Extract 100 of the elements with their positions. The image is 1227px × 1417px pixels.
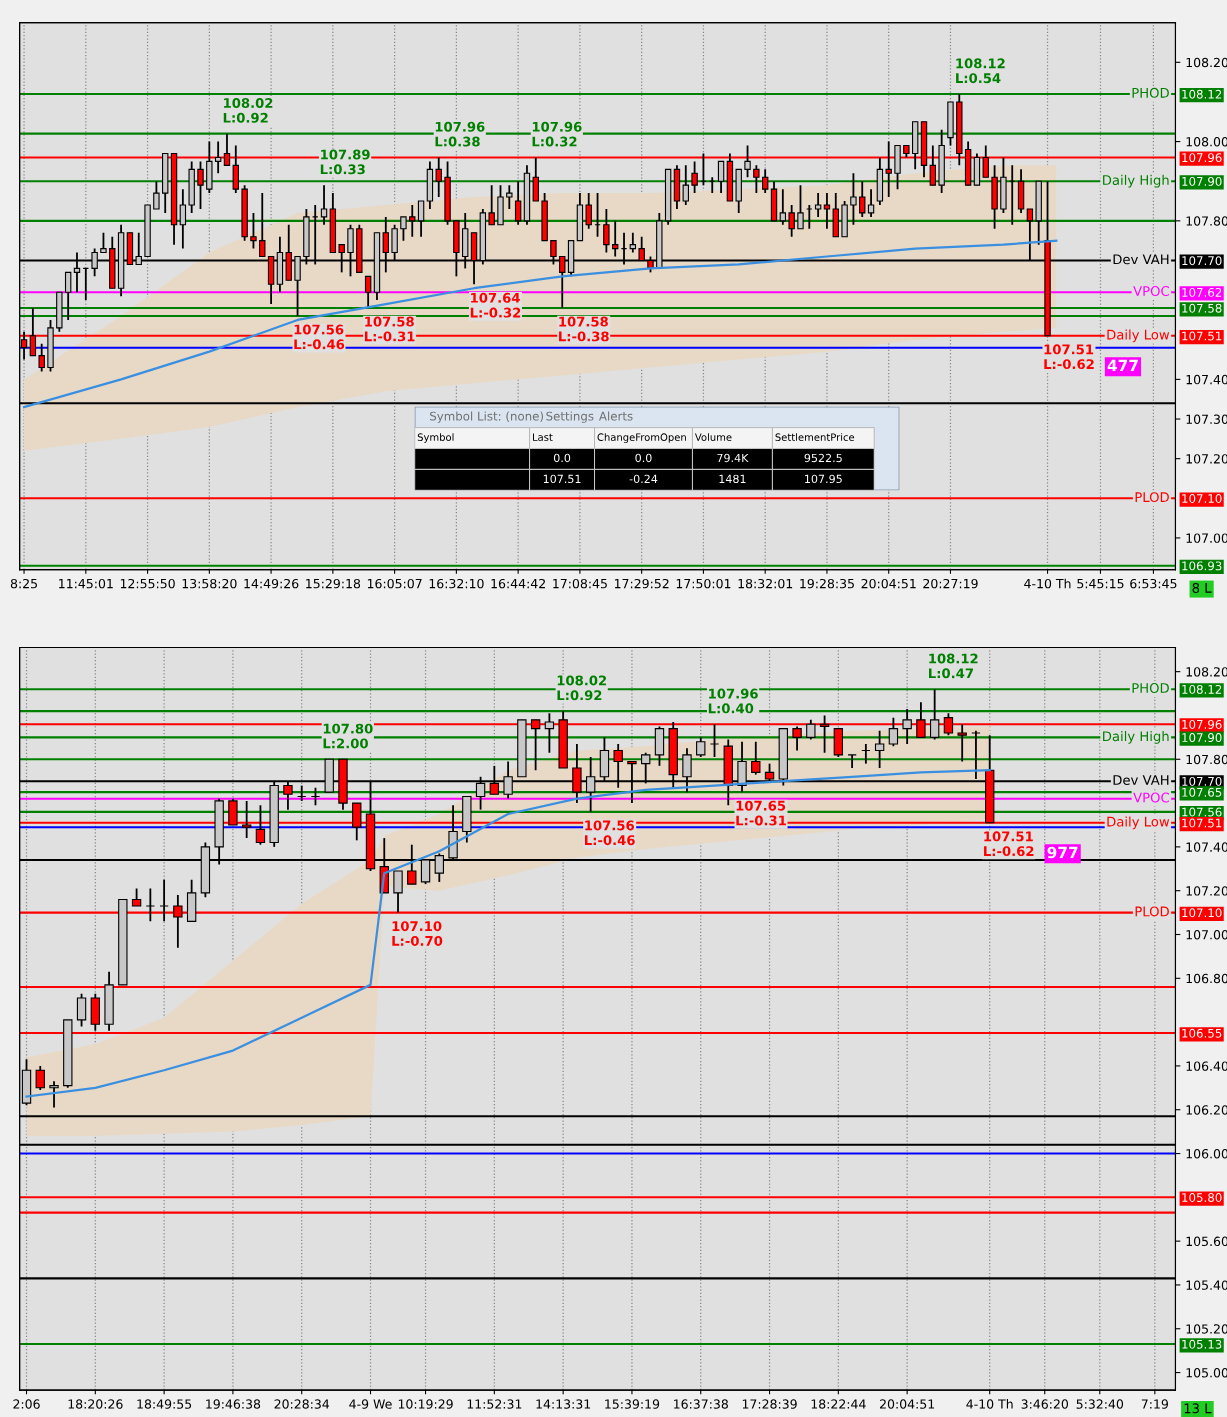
x-tick-label: 11:45:01 <box>59 578 113 589</box>
x-tick-label: 3:46:20 <box>1021 1399 1069 1409</box>
ref-line-label: VPOC <box>1133 792 1169 803</box>
x-tick-label: 20:04:51 <box>861 578 916 589</box>
candlestick <box>153 180 160 210</box>
candlestick <box>850 172 857 226</box>
y2-tick-label: 107.65 <box>1182 787 1222 797</box>
candlestick <box>259 192 266 258</box>
annotation: 477 <box>1107 359 1138 372</box>
y2-tick-label: 107.56 <box>1182 807 1222 817</box>
candlestick <box>744 144 751 179</box>
candlestick <box>761 168 769 195</box>
candlestick <box>320 184 328 226</box>
x-tick-label: 12:55:50 <box>120 578 175 589</box>
candlestick <box>859 180 866 218</box>
x-tick-label: 18:49:55 <box>137 1399 192 1409</box>
text: 9522.5 <box>804 453 842 463</box>
category-label: SettlementPrice <box>775 433 855 441</box>
candlestick <box>717 160 725 195</box>
text: -0.24 <box>629 474 658 484</box>
annotation: 108.02 L:0.92 <box>557 675 607 701</box>
x-tick-label: 8:25 <box>10 578 37 589</box>
candlestick <box>682 164 689 206</box>
candlestick <box>179 188 187 250</box>
candlestick <box>544 712 555 754</box>
text: 107.95 <box>805 474 842 484</box>
annotation: 107.51 L:-0.62 <box>984 831 1034 857</box>
x-tick-label: 4-9 We <box>349 1399 392 1409</box>
annotation: 107.96 L:0.32 <box>532 121 582 147</box>
x-tick-label: 7:19 <box>1141 1399 1168 1409</box>
candlestick <box>874 729 885 769</box>
ref-line-label: VPOC <box>1133 286 1169 297</box>
y2-tick-label: 107.58 <box>1182 303 1222 313</box>
ref-line-label: Daily Low <box>1107 816 1170 830</box>
candlestick <box>806 718 816 741</box>
candlestick <box>814 192 822 218</box>
candlestick <box>823 192 831 230</box>
y2-tick-label: 107.90 <box>1182 733 1222 743</box>
y2-tick-label: 108.12 <box>1182 89 1222 99</box>
annotation: 107.56 L:-0.46 <box>585 820 635 846</box>
text: 79.4K <box>717 453 749 463</box>
text: 8 L <box>1192 582 1212 593</box>
candlestick <box>629 231 637 254</box>
x-tick-label: 13:58:20 <box>182 578 237 589</box>
annotation: 107.89 L:0.33 <box>320 149 370 175</box>
y2-tick-label: 105.13 <box>1182 1339 1222 1349</box>
annotation: Settings <box>546 411 594 423</box>
candlestick <box>64 271 72 321</box>
y2-tick-label: 107.70 <box>1182 776 1222 786</box>
ref-line-label: PLOD <box>1135 906 1169 917</box>
x-tick-label: 18:22:44 <box>811 1399 866 1409</box>
x-tick-label: 18:20:26 <box>68 1399 123 1409</box>
x-tick-label: 4-10 Th <box>966 1399 1013 1409</box>
x-tick-label: 14:49:26 <box>244 578 299 589</box>
category-label: Volume <box>694 433 732 441</box>
text: 1481 <box>719 474 746 484</box>
annotation: 107.56 L:-0.46 <box>294 324 345 350</box>
ref-line-label: PHOD <box>1132 87 1169 98</box>
candlestick <box>76 992 87 1028</box>
candlestick <box>753 164 760 195</box>
x-tick-label: 4-10 Th <box>1024 578 1071 589</box>
x-tick-label: 5:32:40 <box>1076 1399 1124 1409</box>
candlestick <box>409 204 416 238</box>
candlestick <box>611 219 619 258</box>
candlestick <box>797 184 804 230</box>
y2-tick-label: 107.10 <box>1182 494 1222 503</box>
annotation: 108.12 L:0.54 <box>956 58 1005 84</box>
x-tick-label: 2:06 <box>13 1399 40 1409</box>
candlestick <box>929 688 940 741</box>
y2-tick-label: 107.51 <box>1182 818 1222 828</box>
candlestick <box>400 215 407 242</box>
candlestick <box>38 342 45 373</box>
annotation: 107.96 L:0.38 <box>435 121 485 147</box>
x-tick-label: 18:32:01 <box>738 578 793 589</box>
x-tick-label: 10:19:29 <box>398 1399 453 1409</box>
x-tick-label: 17:28:39 <box>742 1399 797 1409</box>
candlestick <box>867 188 875 218</box>
candlestick <box>506 184 513 210</box>
annotation: 107.10 L:-0.70 <box>392 921 443 946</box>
candlestick <box>902 707 912 745</box>
candlestick <box>888 716 899 748</box>
annotation: 107.58 L:-0.38 <box>559 316 609 342</box>
x-tick-label: 15:29:18 <box>306 578 361 589</box>
annotation: 107.58 L:-0.31 <box>364 316 415 342</box>
candlestick <box>696 736 706 758</box>
ref-line-label: Daily Low <box>1107 329 1170 343</box>
x-tick-label: 17:29:52 <box>614 578 669 589</box>
y2-tick-label: 107.70 <box>1182 256 1222 266</box>
x-tick-label: 6:53:45 <box>1130 578 1177 589</box>
x-tick-label: 5:45:15 <box>1077 579 1124 589</box>
candlestick <box>603 208 610 254</box>
x-tick-label: 19:46:38 <box>206 1399 261 1409</box>
annotation: 108.12 L:0.47 <box>929 653 978 679</box>
y2-tick-label: 108.12 <box>1182 684 1222 694</box>
text: 0.0 <box>553 453 571 463</box>
candlestick <box>417 200 425 238</box>
annotation: 107.80 L:2.00 <box>323 723 373 749</box>
text: 0.0 <box>635 453 652 463</box>
candlestick <box>709 723 720 758</box>
candlestick <box>585 192 592 230</box>
